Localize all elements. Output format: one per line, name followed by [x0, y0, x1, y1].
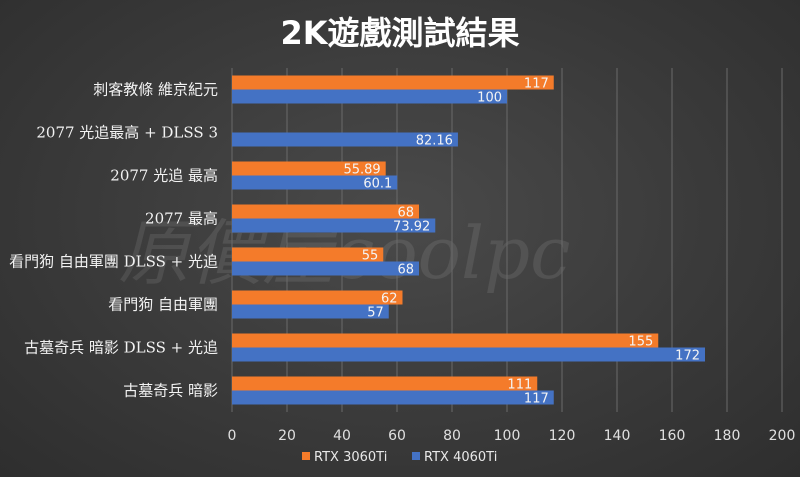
bar-rtx-4060ti: [232, 347, 705, 362]
bar-value-label: 68: [397, 206, 414, 221]
bar-rtx-3060ti: [232, 247, 384, 262]
bar-value-label: 55.89: [343, 163, 380, 178]
legend-label: RTX 4060Ti: [424, 450, 497, 465]
x-tick-label: 20: [278, 428, 296, 444]
category-label: 2077 光追最高 + DLSS 3: [36, 124, 218, 142]
grid-lines: [231, 68, 783, 412]
category-label: 看門狗 自由軍團: [108, 296, 218, 314]
legend: RTX 3060Ti RTX 4060Ti: [302, 450, 497, 465]
x-tick-label: 200: [769, 428, 796, 444]
x-tick-label: 0: [228, 428, 237, 444]
category-label: 2077 最高: [145, 210, 218, 228]
x-tick-label: 140: [604, 428, 631, 444]
bar-rtx-4060ti: [232, 218, 436, 233]
legend-label: RTX 3060Ti: [314, 450, 387, 465]
x-tick-label: 100: [494, 428, 521, 444]
bar-rtx-4060ti: [232, 175, 398, 190]
bar-value-label: 57: [367, 306, 384, 321]
bar-value-label: 155: [628, 335, 653, 350]
x-tick-label: 120: [549, 428, 576, 444]
category-label: 古墓奇兵 暗影 DLSS + 光追: [24, 339, 218, 357]
bar-rtx-3060ti: [232, 376, 538, 391]
category-label: 古墓奇兵 暗影: [123, 382, 218, 400]
bar-rtx-3060ti: [232, 161, 386, 176]
x-tick-label: 40: [333, 428, 351, 444]
bar-rtx-4060ti: [232, 261, 419, 276]
x-tick-label: 180: [714, 428, 741, 444]
category-label: 看門狗 自由軍團 DLSS + 光追: [9, 253, 218, 271]
category-label: 2077 光追 最高: [110, 167, 218, 185]
bar-rtx-3060ti: [232, 204, 419, 219]
bars-group: 11710082.1655.8960.16873.925568625715517…: [232, 75, 705, 407]
bar-value-label: 117: [524, 392, 549, 407]
chart-title: 2K遊戲測試結果: [280, 14, 519, 52]
bar-rtx-3060ti: [232, 333, 659, 348]
legend-swatch: [302, 452, 310, 460]
bar-rtx-4060ti: [232, 132, 458, 147]
bar-value-label: 55: [362, 249, 379, 264]
bar-value-label: 100: [477, 91, 502, 106]
bar-rtx-3060ti: [232, 75, 554, 90]
bar-value-label: 111: [507, 378, 532, 393]
legend-swatch: [412, 452, 420, 460]
bar-rtx-4060ti: [232, 304, 389, 319]
bar-value-label: 73.92: [393, 220, 430, 235]
bar-value-label: 62: [381, 292, 398, 307]
x-tick-label: 60: [388, 428, 406, 444]
bar-value-label: 172: [675, 349, 700, 364]
bar-rtx-4060ti: [232, 89, 507, 104]
bar-value-label: 82.16: [416, 134, 453, 149]
x-axis-ticks: 0 20 40 60 80 100 120 140 160 180 200: [228, 428, 796, 444]
bar-rtx-4060ti: [232, 390, 554, 405]
bar-value-label: 60.1: [363, 177, 392, 192]
x-tick-label: 160: [659, 428, 686, 444]
bar-value-label: 68: [397, 263, 414, 278]
category-label: 刺客教條 維京紀元: [93, 81, 218, 99]
bar-value-label: 117: [524, 77, 549, 92]
x-tick-label: 80: [443, 428, 461, 444]
bar-rtx-3060ti: [232, 290, 403, 305]
category-labels: 刺客教條 維京紀元 2077 光追最高 + DLSS 3 2077 光追 最高 207…: [9, 81, 218, 400]
